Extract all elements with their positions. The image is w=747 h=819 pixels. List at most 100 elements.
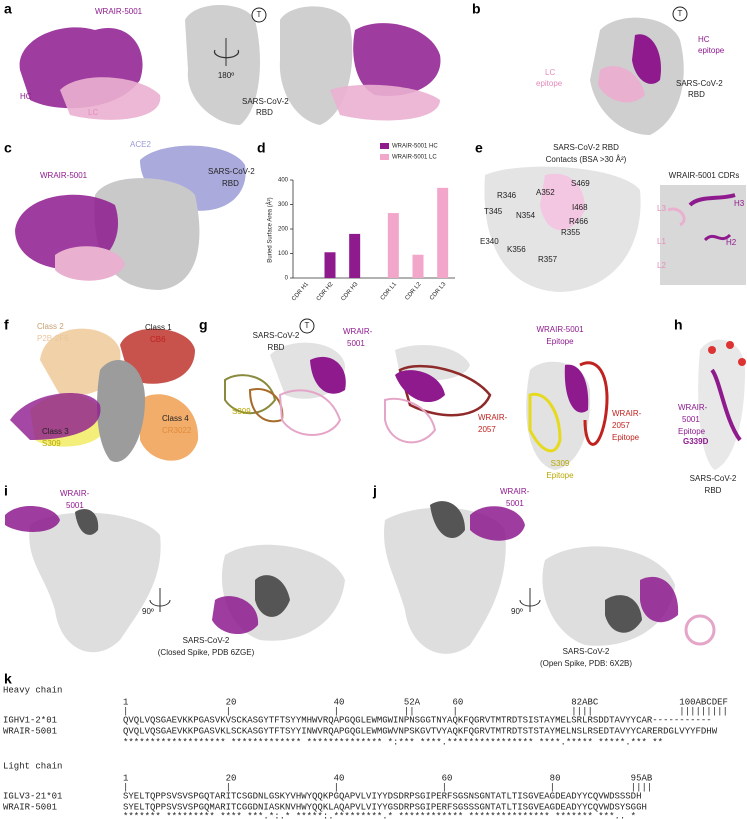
panel-label: b (472, 1, 481, 17)
bar (437, 187, 449, 278)
sequence: SYELTQPPSVSVSPGQMARITCGGDNIASKNVHWYQQKLA… (123, 802, 647, 812)
label: WRAIR- (612, 409, 642, 418)
bar (387, 213, 399, 278)
y-tick-label: 0 (285, 276, 289, 282)
bar (324, 252, 336, 278)
label: ACE2 (130, 140, 151, 149)
sequence-name: IGLV3-21*01 (3, 791, 62, 801)
panel-label: g (199, 317, 208, 333)
caption: SARS-CoV-2 (183, 636, 230, 645)
label: WRAIR-5001 (40, 171, 88, 180)
panel-label: j (372, 483, 377, 499)
label: Class 2 (37, 322, 64, 331)
panel-h-structure (698, 339, 746, 470)
panel-label: h (674, 317, 683, 333)
label: 90º (142, 607, 154, 616)
label: CR3022 (162, 426, 192, 435)
residue: A352 (536, 188, 555, 197)
sequence: QVQLVQSGAEVKKPGASVKLSCKASGYTFTSYYINWVRQA… (123, 726, 718, 736)
y-tick-label: 100 (278, 251, 289, 257)
residue: K356 (507, 245, 526, 254)
panel-label: f (4, 317, 9, 333)
panel-label: c (4, 140, 12, 156)
label: WRAIR-5001 (95, 7, 143, 16)
bar (412, 254, 424, 278)
label: SARS-CoV-2 (242, 97, 289, 106)
sequence-name: WRAIR-5001 (3, 726, 57, 736)
label: Epitope (678, 427, 706, 436)
label: S309 (42, 439, 61, 448)
panel-j-structures (384, 501, 716, 654)
label: L2 (657, 261, 666, 270)
sequence-name: IGHV1-2*01 (3, 715, 57, 725)
label: epitope (536, 79, 563, 88)
section-title: Light chain (3, 761, 62, 771)
terminus-marker (672, 6, 688, 22)
panel-g-structures (224, 342, 609, 470)
label: T (257, 10, 262, 19)
label: HC (698, 35, 710, 44)
label: 5001 (347, 339, 365, 348)
numbering-ticks: | | | || | |||| ||||||||| (123, 706, 728, 716)
label: WRAIR- (678, 403, 708, 412)
bar (349, 233, 361, 278)
label: T (305, 321, 310, 330)
sequence: SYELTQPPSVSVSPGQTARITCSGDNLGSKYVHWYQQKPG… (123, 791, 641, 801)
residue: S469 (571, 179, 590, 188)
label: SARS-CoV-2 (208, 167, 255, 176)
label: LC (88, 108, 98, 117)
panel-label: e (475, 140, 483, 156)
residue: R466 (569, 217, 589, 226)
panel-b-structure (590, 17, 684, 135)
label: Contacts (BSA >30 Å²) (546, 155, 627, 164)
x-tick-label: CDR H2 (316, 281, 335, 302)
bar-chart: Buried Surface Area (Å²) 0 100 200 300 400 CD… (267, 143, 455, 302)
label: LC (545, 68, 555, 77)
terminus-marker (299, 318, 315, 334)
panel-i-structures (5, 505, 345, 653)
residue: E340 (480, 237, 499, 246)
residue: R355 (561, 228, 581, 237)
panel-label: a (4, 1, 12, 17)
panel-label: d (257, 140, 266, 156)
panel-f-structures (10, 328, 199, 462)
x-tick-label: CDR H1 (291, 281, 310, 302)
label: SARS-CoV-2 (676, 79, 723, 88)
label: G339D (683, 437, 709, 446)
label: S309 (232, 407, 251, 416)
label: WRAIR- (60, 489, 90, 498)
label: SARS-CoV-2 (690, 474, 737, 483)
label: 5001 (506, 499, 524, 508)
label: RBD (222, 179, 239, 188)
y-tick-label: 400 (278, 178, 289, 184)
panel-label: i (4, 483, 8, 499)
numbering: 1 20 40 52A 60 82ABC 100ABCDEF (123, 697, 728, 707)
residue: R346 (497, 191, 517, 200)
label: Class 4 (162, 414, 189, 423)
label: 2057 (478, 425, 496, 434)
label: RBD (705, 486, 722, 495)
label: epitope (698, 46, 725, 55)
label: RBD (256, 108, 273, 117)
conservation: ******* ********* **** ***.*:.* *****:.*… (123, 811, 636, 819)
caption: (Closed Spike, PDB 6ZGE) (158, 648, 255, 657)
numbering-ticks: | | | | | |||| (123, 782, 652, 792)
label: 2057 (612, 421, 630, 430)
legend-swatch (380, 143, 389, 149)
label: RBD (268, 343, 285, 352)
residue: N354 (516, 211, 536, 220)
label: 90º (511, 607, 523, 616)
legend-label: WRAIR-5001 LC (392, 155, 437, 161)
label: S309 (551, 459, 570, 468)
label: WRAIR-5001 CDRs (669, 171, 740, 180)
x-tick-label: CDR L3 (429, 281, 448, 302)
label: L1 (657, 237, 666, 246)
sequence: QVQLVQSGAEVKKPGASVKVSCKASGYTFTSYYMHWVRQA… (123, 715, 712, 725)
y-tick-label: 300 (278, 202, 289, 208)
terminus-marker (251, 7, 267, 23)
conservation: ******************* ************* ******… (123, 737, 663, 747)
label: RBD (688, 90, 705, 99)
numbering: 1 20 40 60 80 95AB (123, 773, 653, 783)
